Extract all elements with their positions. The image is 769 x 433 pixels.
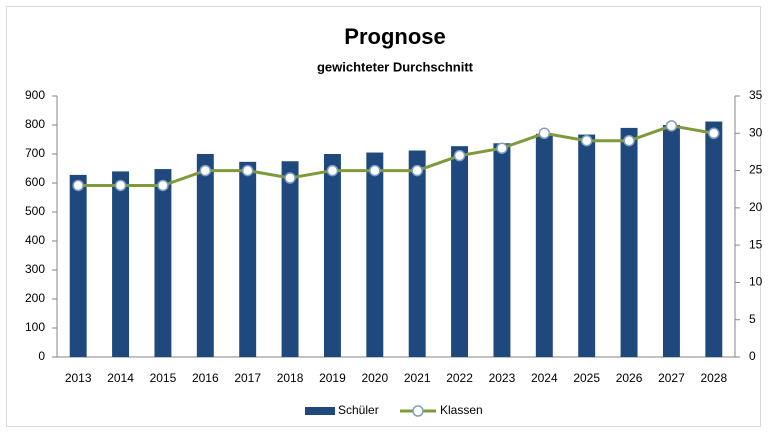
- marker: [623, 134, 635, 147]
- marker: [241, 164, 254, 177]
- x-tick-label: 2026: [616, 371, 643, 385]
- x-tick-label: 2019: [319, 371, 346, 385]
- y-tick-label: 200: [25, 291, 45, 305]
- y2-tick-label: 35: [749, 88, 763, 102]
- bar: [451, 146, 469, 357]
- marker: [157, 179, 169, 192]
- bar: [620, 127, 638, 358]
- marker: [580, 134, 593, 147]
- legend-marker: [412, 405, 424, 417]
- y-tick-label: 100: [25, 320, 45, 334]
- x-tick-label: 2027: [658, 371, 685, 385]
- marker: [326, 164, 339, 177]
- bar: [535, 133, 553, 357]
- bar: [578, 134, 596, 357]
- marker: [411, 164, 423, 177]
- x-tick-label: 2024: [531, 371, 558, 385]
- y2-tick-label: 30: [749, 125, 763, 139]
- x-tick-label: 2018: [277, 371, 304, 385]
- y-tick-label: 900: [25, 88, 45, 102]
- bar: [408, 150, 426, 357]
- y-tick-label: 500: [25, 204, 45, 218]
- marker: [453, 149, 466, 162]
- y-tick-label: 800: [25, 117, 45, 131]
- x-tick-label: 2025: [573, 371, 600, 385]
- y2-tick-label: 10: [749, 275, 763, 289]
- marker: [369, 164, 381, 177]
- y-tick-label: 300: [25, 262, 45, 276]
- x-tick-label: 2022: [446, 371, 473, 385]
- y2-tick-label: 15: [749, 237, 763, 251]
- y-tick-label: 400: [25, 233, 45, 247]
- legend-label: Schüler: [338, 403, 379, 417]
- bar: [154, 169, 172, 357]
- bar: [662, 125, 680, 357]
- x-tick-label: 2013: [65, 371, 92, 385]
- bar: [112, 171, 130, 357]
- x-tick-label: 2017: [234, 371, 261, 385]
- line: [78, 124, 715, 187]
- bar: [69, 174, 87, 357]
- y2-tick-label: 5: [749, 312, 756, 326]
- legend-swatch: [305, 407, 335, 415]
- marker: [199, 164, 212, 177]
- marker: [496, 142, 508, 154]
- marker: [665, 120, 678, 132]
- bar: [239, 161, 257, 357]
- marker: [538, 127, 551, 140]
- y-tick-label: 0: [38, 349, 45, 363]
- y2-tick-label: 20: [749, 200, 763, 214]
- bar: [493, 143, 511, 357]
- marker: [708, 127, 720, 140]
- legend-label: Klassen: [440, 403, 483, 417]
- bar: [323, 154, 341, 357]
- x-tick-label: 2021: [404, 371, 431, 385]
- y2-tick-label: 0: [749, 349, 756, 363]
- y-tick-label: 700: [25, 146, 45, 160]
- bar: [281, 161, 299, 357]
- chart-title: Prognose: [344, 24, 445, 49]
- y-tick-label: 600: [25, 175, 45, 189]
- x-tick-label: 2028: [700, 371, 727, 385]
- x-tick-label: 2016: [192, 371, 219, 385]
- x-tick-label: 2015: [150, 371, 177, 385]
- x-tick-label: 2014: [107, 371, 134, 385]
- bar: [705, 121, 723, 358]
- chart-subtitle: gewichteter Durchschnitt: [317, 59, 474, 74]
- bar: [196, 154, 214, 357]
- y2-tick-label: 25: [749, 163, 763, 177]
- x-tick-label: 2020: [361, 371, 388, 385]
- bar: [366, 152, 384, 357]
- marker: [72, 179, 84, 192]
- marker: [114, 179, 127, 192]
- x-tick-label: 2023: [489, 371, 516, 385]
- marker: [284, 172, 296, 184]
